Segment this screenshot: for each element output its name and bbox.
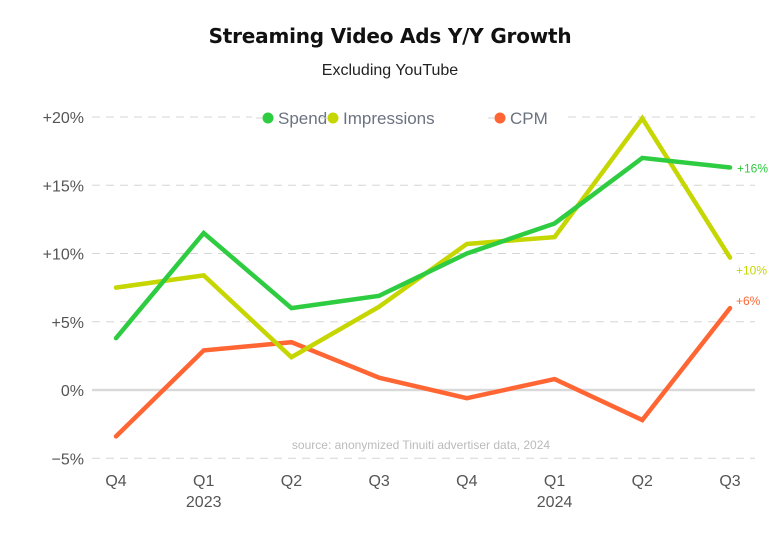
chart-subtitle: Excluding YouTube [321, 62, 459, 79]
x-tick-label: Q1 [544, 473, 565, 490]
x-tick-label: Q4 [456, 473, 477, 490]
end-label-impressions: +10% [736, 264, 767, 278]
legend-label-cpm[interactable]: CPM [510, 109, 548, 128]
x-year-label: 2023 [186, 494, 222, 511]
x-tick-label: Q1 [193, 473, 214, 490]
y-tick-label: −5% [52, 451, 84, 468]
source-annotation: source: anonymized Tinuiti advertiser da… [292, 438, 550, 452]
end-label-cpm: +6% [736, 294, 761, 308]
y-tick-label: +20% [43, 110, 84, 127]
y-tick-label: +5% [52, 315, 84, 332]
legend-background [252, 106, 568, 130]
series-line-cpm [113, 305, 733, 439]
y-tick-label: 0% [61, 383, 84, 400]
x-tick-label: Q3 [368, 473, 389, 490]
legend-label-spend[interactable]: Spend [278, 109, 327, 128]
x-tick-label: Q2 [281, 473, 302, 490]
legend-label-impressions[interactable]: Impressions [343, 109, 435, 128]
end-label-spend: +16% [737, 162, 768, 176]
chart-title: Streaming Video Ads Y/Y Growth [208, 24, 572, 48]
legend-marker-impressions [327, 112, 339, 124]
x-tick-label: Q4 [105, 473, 126, 490]
x-year-label: 2024 [537, 494, 573, 511]
series-line-spend [113, 155, 733, 341]
x-tick-label: Q3 [719, 473, 740, 490]
legend-marker-spend [262, 112, 274, 124]
legend-marker-cpm [494, 112, 506, 124]
x-tick-label: Q2 [632, 473, 653, 490]
y-tick-label: +10% [43, 247, 84, 264]
y-tick-label: +15% [43, 178, 84, 195]
